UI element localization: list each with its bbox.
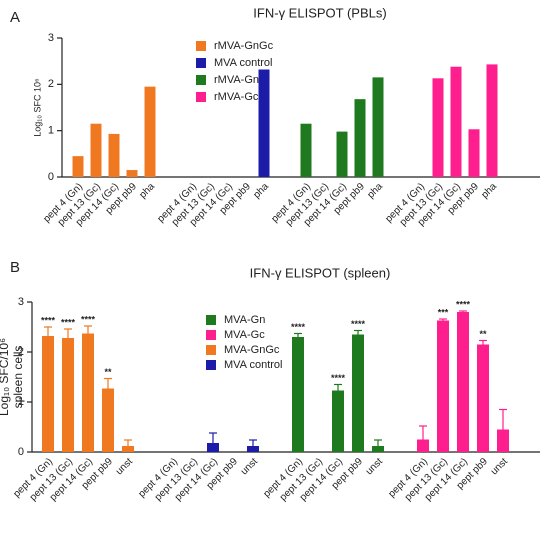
legend-swatch bbox=[196, 41, 206, 51]
y-tick-label: 1 bbox=[48, 125, 54, 137]
panel-label: B bbox=[10, 259, 20, 276]
legend-label: MVA control bbox=[224, 359, 283, 371]
legend-swatch bbox=[206, 330, 216, 340]
bar bbox=[372, 446, 384, 452]
legend-swatch bbox=[206, 315, 216, 325]
y-tick-label: 2 bbox=[48, 78, 54, 90]
significance: **** bbox=[61, 317, 76, 327]
chart-title: IFN-γ ELISPOT (spleen) bbox=[250, 265, 391, 280]
y-tick-label: 3 bbox=[48, 32, 54, 44]
significance: **** bbox=[291, 322, 306, 332]
bar bbox=[42, 336, 54, 452]
significance: ** bbox=[479, 329, 487, 339]
bar bbox=[457, 312, 469, 452]
bar bbox=[207, 443, 219, 452]
legend-label: MVA-Gc bbox=[224, 329, 265, 341]
legend-label: MVA-GnGc bbox=[224, 344, 280, 356]
y-tick-label: 0 bbox=[48, 171, 54, 183]
significance: **** bbox=[331, 373, 346, 383]
significance: *** bbox=[438, 307, 449, 317]
legend-label: MVA control bbox=[214, 57, 273, 69]
y-tick-label: 0 bbox=[18, 446, 24, 458]
y-tick-label: 2 bbox=[18, 346, 24, 358]
bar bbox=[62, 338, 74, 452]
bar bbox=[247, 446, 259, 452]
y-tick-label: 1 bbox=[18, 396, 24, 408]
bar bbox=[292, 337, 304, 452]
x-tick-label: unst bbox=[114, 456, 135, 477]
bar bbox=[372, 77, 384, 177]
x-tick-label: unst bbox=[239, 456, 260, 477]
bar bbox=[468, 129, 480, 177]
bar bbox=[300, 123, 312, 177]
bar bbox=[82, 333, 94, 452]
x-tick-label: pha bbox=[479, 181, 499, 201]
significance: **** bbox=[81, 314, 96, 324]
significance: **** bbox=[351, 319, 366, 329]
bar bbox=[486, 64, 498, 177]
legend-label: rMVA-GnGc bbox=[214, 40, 274, 52]
bar bbox=[336, 131, 348, 177]
bar bbox=[450, 66, 462, 177]
legend-swatch bbox=[206, 360, 216, 370]
legend-label: rMVA-Gc bbox=[214, 91, 259, 103]
legend-label: MVA-Gn bbox=[224, 314, 265, 326]
bar bbox=[477, 344, 489, 452]
significance: **** bbox=[41, 315, 56, 325]
bar bbox=[144, 86, 156, 177]
bar bbox=[437, 320, 449, 452]
significance: ** bbox=[104, 367, 112, 377]
x-tick-label: unst bbox=[489, 456, 510, 477]
y-axis-label: Log₁₀ SFC 10⁶ bbox=[32, 78, 42, 137]
x-tick-label: unst bbox=[364, 456, 385, 477]
legend-swatch bbox=[196, 75, 206, 85]
bar bbox=[354, 99, 366, 177]
y-axis-label: Log₁₀ SFC/10⁶ bbox=[0, 338, 11, 416]
bar bbox=[258, 69, 270, 177]
bar bbox=[432, 78, 444, 177]
y-axis-label: spleen cells bbox=[11, 346, 25, 409]
bar bbox=[126, 170, 138, 177]
legend-swatch bbox=[196, 58, 206, 68]
bar bbox=[102, 388, 114, 452]
legend-label: rMVA-Gn bbox=[214, 74, 259, 86]
legend-swatch bbox=[196, 92, 206, 102]
bar bbox=[352, 334, 364, 452]
bar bbox=[332, 390, 344, 452]
y-tick-label: 3 bbox=[18, 296, 24, 308]
bar bbox=[122, 446, 134, 452]
x-tick-label: pha bbox=[365, 181, 385, 201]
bar bbox=[90, 123, 102, 177]
x-tick-label: pha bbox=[251, 181, 271, 201]
bar bbox=[108, 133, 120, 177]
panel-label: A bbox=[10, 9, 20, 26]
legend-swatch bbox=[206, 345, 216, 355]
bar bbox=[497, 429, 509, 452]
significance: **** bbox=[456, 299, 471, 309]
chart-title: IFN-γ ELISPOT (PBLs) bbox=[253, 5, 386, 20]
x-tick-label: pha bbox=[137, 181, 157, 201]
bar bbox=[417, 439, 429, 452]
bar bbox=[72, 156, 84, 177]
